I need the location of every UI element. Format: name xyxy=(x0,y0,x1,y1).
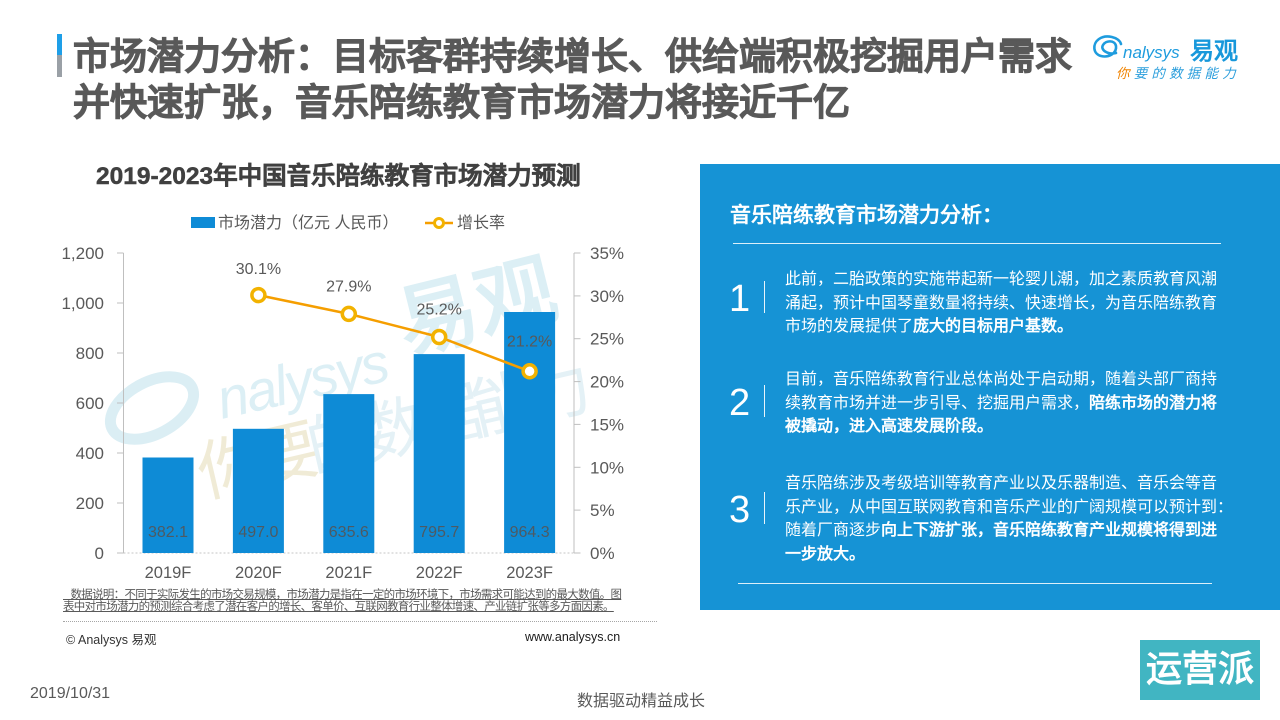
svg-text:10%: 10% xyxy=(590,458,624,477)
svg-text:增长率: 增长率 xyxy=(457,214,505,232)
svg-text:30.1%: 30.1% xyxy=(236,261,281,278)
svg-text:1,000: 1,000 xyxy=(61,294,104,313)
svg-text:你要的数据能力: 你要的数据能力 xyxy=(1116,66,1240,81)
svg-text:27.9%: 27.9% xyxy=(326,279,371,296)
svg-text:382.1: 382.1 xyxy=(148,524,188,541)
svg-text:nalysys: nalysys xyxy=(1123,43,1180,62)
svg-text:2021F: 2021F xyxy=(325,564,372,582)
svg-text:25%: 25% xyxy=(590,330,624,349)
svg-text:800: 800 xyxy=(76,344,104,363)
svg-text:635.6: 635.6 xyxy=(329,524,369,541)
svg-text:21.2%: 21.2% xyxy=(507,334,552,351)
svg-text:2022F: 2022F xyxy=(416,564,463,582)
svg-text:5%: 5% xyxy=(590,501,615,520)
svg-text:497.0: 497.0 xyxy=(238,524,278,541)
svg-text:964.3: 964.3 xyxy=(510,524,550,541)
svg-text:0%: 0% xyxy=(590,544,615,563)
svg-text:30%: 30% xyxy=(590,287,624,306)
svg-text:0: 0 xyxy=(95,544,104,563)
svg-text:易观: 易观 xyxy=(1190,38,1238,65)
svg-text:600: 600 xyxy=(76,394,104,413)
svg-text:2020F: 2020F xyxy=(235,564,282,582)
svg-text:200: 200 xyxy=(76,494,104,513)
svg-text:市场潜力（亿元 人民币）: 市场潜力（亿元 人民币） xyxy=(218,214,398,232)
svg-text:2023F: 2023F xyxy=(506,564,553,582)
svg-text:795.7: 795.7 xyxy=(419,524,459,541)
svg-text:2019F: 2019F xyxy=(145,564,192,582)
svg-text:400: 400 xyxy=(76,444,104,463)
svg-text:35%: 35% xyxy=(590,244,624,263)
svg-text:1,200: 1,200 xyxy=(61,244,104,263)
svg-text:25.2%: 25.2% xyxy=(417,302,462,319)
svg-text:15%: 15% xyxy=(590,415,624,434)
svg-text:20%: 20% xyxy=(590,373,624,392)
